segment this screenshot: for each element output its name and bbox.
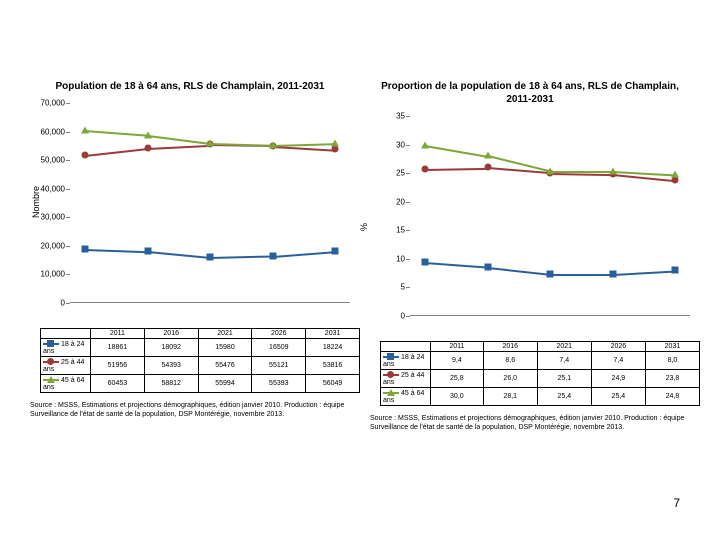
data-cell: 18092 [144,339,198,357]
data-marker [144,144,151,151]
legend-cell: 18 à 24 ans [41,339,91,357]
data-marker [269,252,276,259]
right-chart-title: Proportion de la population de 18 à 64 a… [370,80,690,106]
data-cell: 26,0 [483,370,537,388]
data-marker [82,246,89,253]
data-cell: 25,1 [537,370,591,388]
data-cell: 23,8 [645,370,699,388]
y-tick-label: 20 [396,197,405,206]
data-cell: 24,8 [645,388,699,406]
data-cell: 7,4 [537,352,591,370]
y-tick-label: 5 [401,283,405,292]
data-marker [144,131,152,138]
legend-cell: 45 à 64 ans [41,375,91,393]
data-cell: 30,0 [431,388,484,406]
right-y-title: % [359,223,369,231]
right-source: Source : MSSS, Estimations et projection… [370,414,690,432]
data-cell: 16509 [252,339,306,357]
y-tick-label: 30,000 [41,213,65,222]
right-y-axis: 05101520253035 [370,116,410,316]
data-cell: 51956 [91,357,145,375]
data-cell: 58812 [144,375,198,393]
data-cell: 25,8 [431,370,484,388]
data-cell: 55476 [198,357,252,375]
data-cell: 56049 [306,375,360,393]
data-cell: 18861 [91,339,145,357]
right-panel: Proportion de la population de 18 à 64 a… [370,80,690,432]
data-marker [144,248,151,255]
legend-cell: 18 à 24 ans [381,352,431,370]
y-tick-label: 60,000 [41,127,65,136]
data-marker [609,270,616,277]
data-marker [484,152,492,159]
data-marker [422,165,429,172]
left-source: Source : MSSS, Estimations et projection… [30,401,350,419]
data-cell: 53816 [306,357,360,375]
legend-cell: 25 à 44 ans [41,357,91,375]
legend-cell: 25 à 44 ans [381,370,431,388]
data-marker [547,270,554,277]
data-cell: 7,4 [591,352,645,370]
data-marker [546,167,554,174]
left-plot [70,103,350,303]
y-tick-label: 20,000 [41,241,65,250]
data-cell: 24,9 [591,370,645,388]
left-chart-area: Nombre 010,00020,00030,00040,00050,00060… [30,103,350,323]
right-data-table: 2011201620212026203118 à 24 ans9,48,67,4… [380,341,700,406]
data-marker [82,151,89,158]
right-plot [410,116,690,316]
y-tick-label: 10,000 [41,270,65,279]
left-data-table: 2011201620212026203118 à 24 ans188611809… [40,328,360,393]
y-tick-label: 40,000 [41,184,65,193]
right-chart-area: % 05101520253035 [370,116,690,336]
left-chart-title: Population de 18 à 64 ans, RLS de Champl… [30,80,350,93]
data-marker [81,127,89,134]
data-cell: 25,4 [591,388,645,406]
data-cell: 55121 [252,357,306,375]
data-marker [422,259,429,266]
page-number: 7 [673,496,680,510]
data-cell: 55393 [252,375,306,393]
data-cell: 55994 [198,375,252,393]
y-tick-label: 0 [401,312,405,321]
left-panel: Population de 18 à 64 ans, RLS de Champl… [30,80,350,432]
data-cell: 25,4 [537,388,591,406]
y-tick-label: 70,000 [41,99,65,108]
data-marker [484,263,491,270]
data-marker [332,146,339,153]
y-tick-label: 30 [396,140,405,149]
data-marker [207,254,214,261]
data-cell: 15980 [198,339,252,357]
data-cell: 18224 [306,339,360,357]
y-tick-label: 0 [61,299,65,308]
data-marker [206,140,214,147]
data-marker [421,141,429,148]
left-y-axis: 010,00020,00030,00040,00050,00060,00070,… [30,103,70,303]
data-marker [671,171,679,178]
data-cell: 28,1 [483,388,537,406]
data-marker [332,247,339,254]
data-marker [331,139,339,146]
data-marker [484,164,491,171]
data-cell: 60453 [91,375,145,393]
y-tick-label: 15 [396,226,405,235]
page-container: Population de 18 à 64 ans, RLS de Champl… [0,0,720,432]
data-cell: 9,4 [431,352,484,370]
y-tick-label: 35 [396,112,405,121]
legend-cell: 45 à 64 ans [381,388,431,406]
data-marker [609,167,617,174]
y-tick-label: 25 [396,169,405,178]
data-marker [672,267,679,274]
data-cell: 8,6 [483,352,537,370]
y-tick-label: 10 [396,254,405,263]
y-tick-label: 50,000 [41,156,65,165]
data-cell: 8,0 [645,352,699,370]
data-marker [269,141,277,148]
data-cell: 54393 [144,357,198,375]
